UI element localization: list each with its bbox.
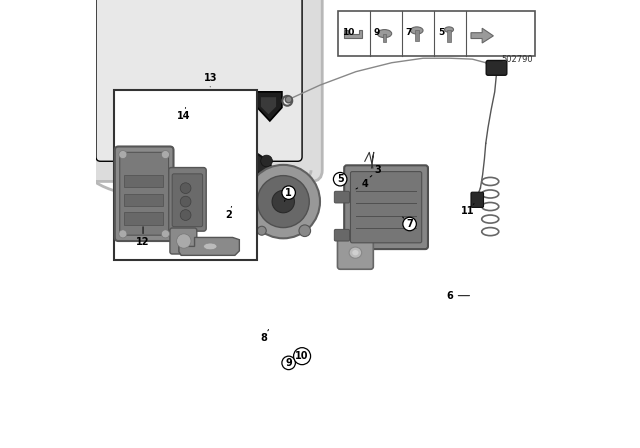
- Ellipse shape: [126, 108, 156, 130]
- FancyBboxPatch shape: [170, 228, 197, 254]
- Text: 5: 5: [337, 174, 344, 184]
- Ellipse shape: [204, 243, 217, 250]
- Circle shape: [161, 230, 170, 238]
- FancyBboxPatch shape: [168, 168, 206, 231]
- Text: 2: 2: [225, 210, 232, 220]
- Ellipse shape: [228, 114, 241, 124]
- Text: 10: 10: [342, 28, 355, 37]
- Circle shape: [257, 226, 266, 235]
- Polygon shape: [344, 30, 362, 38]
- Text: 502790: 502790: [501, 55, 533, 64]
- Circle shape: [257, 176, 309, 228]
- Polygon shape: [179, 237, 239, 255]
- Circle shape: [119, 230, 127, 238]
- Circle shape: [195, 215, 206, 227]
- FancyBboxPatch shape: [334, 229, 349, 241]
- FancyBboxPatch shape: [334, 191, 349, 203]
- Ellipse shape: [285, 96, 292, 103]
- Circle shape: [260, 155, 273, 167]
- Ellipse shape: [349, 247, 362, 258]
- Bar: [415, 30, 419, 41]
- Circle shape: [180, 196, 191, 207]
- Circle shape: [119, 151, 127, 159]
- Circle shape: [299, 225, 310, 237]
- Polygon shape: [261, 97, 276, 114]
- Text: 5: 5: [438, 28, 444, 37]
- Bar: [114, 90, 257, 260]
- Ellipse shape: [132, 112, 149, 125]
- FancyBboxPatch shape: [120, 152, 168, 235]
- Text: 10: 10: [295, 351, 309, 361]
- Ellipse shape: [378, 30, 392, 38]
- Text: 6: 6: [447, 291, 453, 301]
- Bar: [447, 30, 451, 42]
- Text: 7: 7: [406, 28, 412, 37]
- Bar: [338, 11, 535, 56]
- Circle shape: [180, 183, 191, 194]
- Circle shape: [161, 151, 170, 159]
- Circle shape: [177, 234, 191, 248]
- Text: 7: 7: [406, 219, 413, 229]
- FancyBboxPatch shape: [471, 192, 484, 207]
- Ellipse shape: [224, 110, 246, 128]
- Circle shape: [180, 210, 191, 220]
- Text: 4: 4: [362, 179, 368, 189]
- FancyBboxPatch shape: [115, 146, 173, 241]
- Circle shape: [258, 221, 269, 233]
- Circle shape: [246, 165, 320, 238]
- Circle shape: [203, 160, 267, 225]
- Bar: [124, 194, 163, 206]
- FancyBboxPatch shape: [344, 165, 428, 249]
- Text: 9: 9: [285, 358, 292, 368]
- FancyBboxPatch shape: [96, 0, 302, 161]
- Circle shape: [272, 190, 294, 213]
- Ellipse shape: [445, 27, 454, 32]
- Polygon shape: [255, 92, 282, 121]
- Circle shape: [197, 155, 209, 167]
- Text: 12: 12: [136, 237, 150, 247]
- FancyBboxPatch shape: [337, 236, 373, 269]
- Text: 9: 9: [373, 28, 380, 37]
- Ellipse shape: [410, 27, 423, 34]
- FancyBboxPatch shape: [172, 174, 203, 227]
- Text: 8: 8: [260, 333, 268, 343]
- Bar: [383, 34, 387, 42]
- Text: 14: 14: [177, 112, 190, 121]
- Polygon shape: [220, 140, 251, 149]
- FancyBboxPatch shape: [351, 172, 422, 243]
- FancyBboxPatch shape: [76, 0, 323, 181]
- Circle shape: [190, 148, 280, 237]
- Ellipse shape: [352, 250, 358, 255]
- Polygon shape: [471, 28, 493, 43]
- Text: 13: 13: [204, 73, 217, 83]
- FancyBboxPatch shape: [486, 60, 507, 75]
- Text: 3: 3: [375, 165, 381, 175]
- Text: 11: 11: [461, 206, 475, 215]
- Bar: [124, 212, 163, 225]
- Bar: [124, 175, 163, 187]
- Text: 1: 1: [285, 188, 292, 198]
